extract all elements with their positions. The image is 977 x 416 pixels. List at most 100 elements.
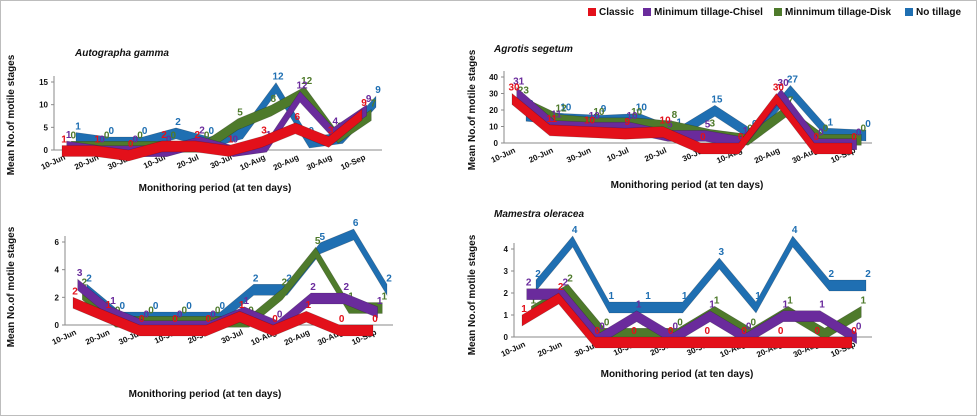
series-ribbon-4 <box>535 235 867 314</box>
data-label: 0 <box>137 130 143 141</box>
y-tick-label: 5 <box>44 123 49 132</box>
data-label: 0 <box>372 314 378 325</box>
x-tick-label: 30-Jun <box>565 146 592 165</box>
data-label: 0 <box>677 317 683 328</box>
data-label: 7 <box>371 99 377 110</box>
data-label: 11 <box>546 114 557 125</box>
data-label: 2 <box>199 126 205 137</box>
data-label: 2 <box>829 269 835 280</box>
data-label: 0 <box>139 314 145 325</box>
data-label: 0 <box>109 126 115 137</box>
y-axis-label: Mean No.of motile stages <box>6 226 17 347</box>
data-label: 3 <box>719 247 725 258</box>
x-axis-label: Monithoring period (at ten days) <box>611 180 764 191</box>
data-label: 0 <box>751 317 757 328</box>
y-tick-label: 0 <box>494 139 499 148</box>
y-tick-label: 20 <box>489 106 498 115</box>
data-label: 10 <box>584 116 596 127</box>
data-label: 0 <box>815 326 821 337</box>
series-ribbon-4 <box>86 228 388 324</box>
data-label: 0 <box>172 314 178 325</box>
data-label: 30 <box>778 78 790 89</box>
data-label: 10 <box>660 116 672 127</box>
data-label: 2 <box>563 278 569 289</box>
data-label: 23 <box>518 85 530 96</box>
data-label: 5 <box>705 119 711 130</box>
data-label: 2 <box>344 282 350 293</box>
data-label: 1 <box>244 296 250 307</box>
x-tick-label: 20-Aug <box>272 153 300 173</box>
data-label: 0 <box>700 132 706 143</box>
chart-panel-3: Mean No.of motile stages Monithoring peri… <box>6 218 393 400</box>
data-label: 10 <box>589 111 601 122</box>
data-label: 0 <box>272 314 278 325</box>
data-label: 5 <box>667 119 673 130</box>
data-label: 1 <box>636 300 642 311</box>
data-label: 2 <box>86 273 92 284</box>
data-label: 0 <box>142 126 148 137</box>
data-label: 0 <box>673 322 679 333</box>
data-label: 1 <box>682 291 688 302</box>
data-label: 9 <box>625 117 631 128</box>
data-label: 3 <box>77 268 83 279</box>
data-label: 6 <box>295 112 301 123</box>
x-axis-label: Monithoring period (at ten days) <box>139 183 292 194</box>
data-label: 2 <box>310 282 316 293</box>
data-label: 0 <box>705 326 711 337</box>
data-label: 9 <box>361 98 367 109</box>
data-label: 1 <box>755 291 761 302</box>
y-axis-label: Mean No.of motile stages <box>467 234 478 355</box>
data-label: 0 <box>171 130 177 141</box>
legend-swatch <box>905 8 913 16</box>
series-ribbon-2 <box>526 288 858 345</box>
chart-title: Autographa gamma <box>74 48 169 59</box>
data-label: 2 <box>286 273 292 284</box>
data-label: 1 <box>787 295 793 306</box>
legend-item-chisel: Minimum tillage-Chisel <box>643 4 763 20</box>
x-tick-label: 10-Sep <box>339 153 367 172</box>
chart-autographa-gamma: Autographa gamma Mean No.of motile stages… <box>6 48 382 194</box>
y-axis-label: Mean No.of motile stages <box>467 49 478 170</box>
data-label: 4 <box>792 225 798 236</box>
data-label: 1 <box>783 300 789 311</box>
data-label: 0 <box>206 314 212 325</box>
x-tick-label: 10-Jun <box>51 328 78 347</box>
series-ribbon-1 <box>521 292 853 349</box>
data-label: 0 <box>104 130 110 141</box>
chart-title: Mamestra oleracea <box>494 209 584 220</box>
data-label: 0 <box>144 310 150 321</box>
x-axis-label: Monithoring period (at ten days) <box>601 369 754 380</box>
data-label: 10 <box>631 107 643 118</box>
data-label: 0 <box>215 305 221 316</box>
x-tick-label: 10-Jun <box>490 146 517 165</box>
data-label: 0 <box>741 326 747 337</box>
data-label: 1 <box>709 300 715 311</box>
data-label: 1 <box>95 134 101 145</box>
data-label: 1 <box>743 126 749 137</box>
data-label: 1 <box>106 300 112 311</box>
y-tick-label: 1 <box>504 311 509 320</box>
x-tick-label: 10-Jun <box>500 340 527 359</box>
data-label: 0 <box>738 132 744 143</box>
legend-label: Minimum tillage-Chisel <box>654 6 763 18</box>
data-label: 1 <box>228 134 234 145</box>
data-label: 1 <box>609 291 615 302</box>
data-label: 1 <box>531 295 537 306</box>
chart-legend: Classic Minimum tillage-Chisel Minnimum … <box>588 4 973 24</box>
data-label: 0 <box>668 326 674 337</box>
data-label: 0 <box>856 322 862 333</box>
y-tick-label: 2 <box>55 293 60 302</box>
legend-label: No tillage <box>916 6 962 18</box>
data-label: 30 <box>508 83 520 94</box>
y-tick-label: 10 <box>39 101 48 110</box>
data-label: 1 <box>239 300 245 311</box>
data-label: 2 <box>386 273 392 284</box>
data-label: 0 <box>277 310 283 321</box>
data-label: 0 <box>339 314 345 325</box>
data-label: 15 <box>711 94 723 105</box>
data-label: 4 <box>572 225 578 236</box>
data-label: 0 <box>595 326 601 337</box>
data-label: 0 <box>631 326 637 337</box>
data-label: 2 <box>526 278 532 289</box>
x-tick-label: 20-Aug <box>283 328 311 348</box>
